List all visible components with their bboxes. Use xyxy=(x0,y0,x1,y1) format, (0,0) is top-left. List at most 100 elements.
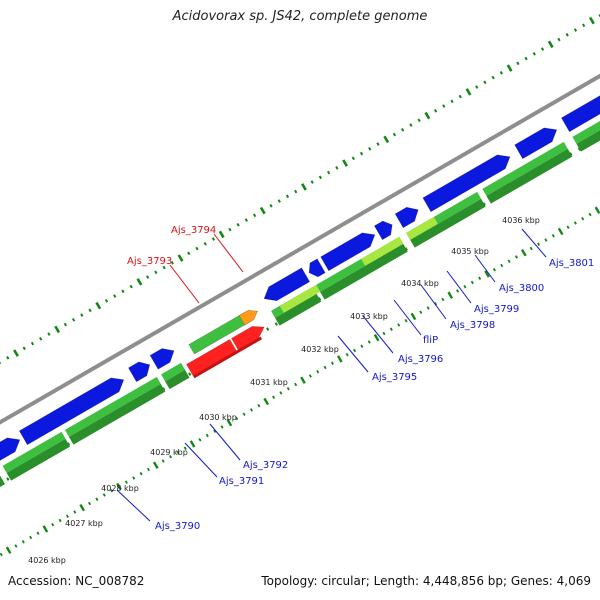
outer-tick-mark xyxy=(491,75,495,80)
cds-feature xyxy=(263,267,311,302)
leader-line xyxy=(521,228,547,258)
gene-feature xyxy=(572,120,600,144)
outer-tick-mark xyxy=(588,16,595,25)
gene-label: fliP xyxy=(423,335,438,346)
cds-feature xyxy=(320,232,376,272)
gene-label: Ajs_3793 xyxy=(127,256,172,267)
outer-tick-mark xyxy=(565,33,569,37)
outer-tick-mark xyxy=(195,246,199,251)
outer-tick-mark xyxy=(47,332,51,336)
outer-tick-mark xyxy=(259,206,266,215)
scale-tick-mark xyxy=(447,291,454,299)
outer-tick-mark xyxy=(318,175,323,180)
leader-line xyxy=(209,423,241,461)
scale-tick-mark xyxy=(183,446,187,450)
outer-tick-mark xyxy=(277,199,281,203)
gene-label: Ajs_3791 xyxy=(219,476,264,487)
leader-line xyxy=(213,233,244,273)
scale-tick-mark xyxy=(581,216,585,221)
outer-tick-mark xyxy=(285,194,290,199)
scale-tick-mark xyxy=(456,289,460,293)
outer-tick-mark xyxy=(573,28,578,32)
scale-label: 4032 kbp xyxy=(301,345,339,354)
gene-label: Ajs_3800 xyxy=(499,283,544,294)
scale-label: 4027 kbp xyxy=(65,519,103,528)
leader-line xyxy=(116,489,151,522)
scale-tick-mark xyxy=(484,270,490,278)
scale-tick-mark xyxy=(124,480,128,484)
cds-feature xyxy=(128,361,151,383)
outer-tick-mark xyxy=(154,270,158,275)
outer-tick-mark xyxy=(80,313,84,317)
gene-feature xyxy=(410,198,486,248)
cds-feature xyxy=(149,348,175,370)
scale-tick-mark xyxy=(441,297,445,302)
outer-tick-mark xyxy=(450,99,454,104)
scale-tick-mark xyxy=(58,518,62,523)
scale-tick-mark xyxy=(323,365,327,370)
scale-tick-mark xyxy=(198,437,202,442)
scale-tick-mark xyxy=(514,255,519,259)
gene-features-layer xyxy=(0,95,600,488)
outer-tick-mark xyxy=(146,275,150,279)
scale-tick-mark xyxy=(242,412,246,416)
scale-label: 4030 kbp xyxy=(199,413,237,422)
outer-tick-mark xyxy=(392,132,397,137)
scale-tick-mark xyxy=(14,544,18,548)
gene-feature xyxy=(576,130,600,152)
accession-label: Accession: NC_008782 xyxy=(8,574,145,588)
outer-tick-mark xyxy=(39,337,43,341)
gene-feature xyxy=(0,476,6,488)
cds-feature xyxy=(514,127,558,160)
scale-tick-mark xyxy=(146,467,150,472)
outer-tick-mark xyxy=(236,223,240,227)
outer-tick-mark xyxy=(13,349,19,357)
scale-tick-mark xyxy=(102,493,106,497)
outer-tick-mark xyxy=(22,346,26,351)
scale-tick-mark xyxy=(36,531,40,535)
gene-highlight xyxy=(406,216,438,240)
scale-tick-mark xyxy=(116,482,122,491)
outer-tick-mark xyxy=(252,213,257,218)
scale-label: 4026 kbp xyxy=(28,556,66,565)
gene-feature xyxy=(6,438,71,481)
scale-tick-mark xyxy=(235,416,239,421)
scale-tick-mark xyxy=(272,395,276,399)
outer-tick-mark xyxy=(540,47,545,51)
cds-feature xyxy=(561,95,600,133)
outer-tick-mark xyxy=(433,109,438,113)
outer-tick-mark xyxy=(71,318,76,322)
outer-tick-mark xyxy=(458,94,462,99)
scale-tick-mark xyxy=(410,312,417,321)
outer-tick-mark xyxy=(516,61,520,66)
cds-feature xyxy=(18,377,125,446)
gene-feature xyxy=(64,376,161,437)
gene-label: Ajs_3796 xyxy=(398,354,443,365)
gene-feature xyxy=(486,148,573,204)
outer-tick-mark xyxy=(95,301,102,310)
outer-tick-mark xyxy=(376,142,380,146)
outer-tick-mark xyxy=(506,64,513,72)
outer-tick-mark xyxy=(187,251,191,256)
scale-tick-mark xyxy=(404,318,408,323)
scale-tick-mark xyxy=(29,535,33,540)
scale-tick-mark xyxy=(492,267,496,272)
outer-tick-mark xyxy=(203,242,207,246)
scale-tick-mark xyxy=(397,323,401,327)
scale-tick-mark xyxy=(588,212,592,217)
scale-tick-mark xyxy=(65,514,69,518)
outer-tick-mark xyxy=(294,189,298,194)
inner-tick-mark xyxy=(274,322,278,326)
scale-tick-mark xyxy=(139,471,143,476)
outer-tick-mark xyxy=(401,128,405,132)
scale-tick-mark xyxy=(551,233,555,238)
outer-tick-mark xyxy=(465,88,472,96)
outer-tick-mark xyxy=(368,147,372,151)
outer-tick-mark xyxy=(327,170,331,175)
scale-tick-mark xyxy=(79,503,86,512)
inner-tick-mark xyxy=(6,477,10,481)
scale-tick-mark xyxy=(521,248,527,257)
outer-tick-mark xyxy=(129,284,133,289)
scale-label: 4034 kbp xyxy=(401,279,439,288)
